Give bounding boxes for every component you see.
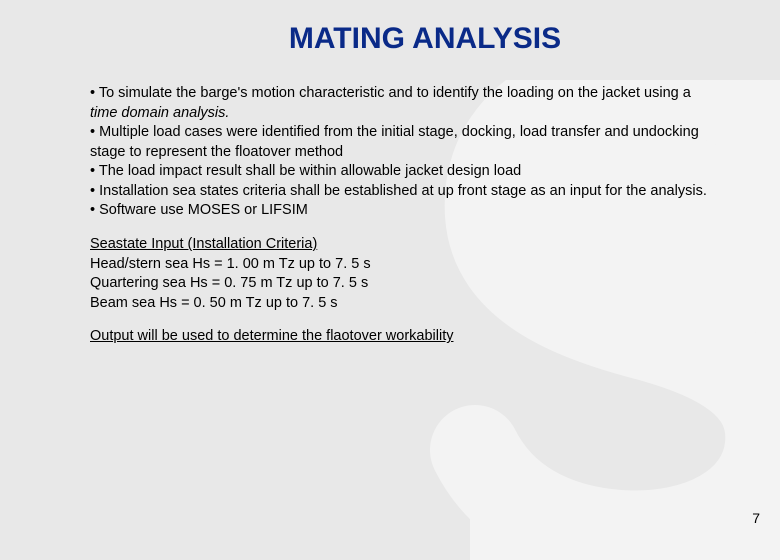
seastate-line: Quartering sea Hs = 0. 75 m Tz up to 7. … bbox=[90, 274, 720, 294]
page-number: 7 bbox=[752, 510, 760, 526]
output-line: Output will be used to determine the fla… bbox=[90, 327, 720, 347]
seastate-heading: Seastate Input (Installation Criteria) bbox=[90, 235, 720, 255]
bullet-item: • The load impact result shall be within… bbox=[90, 162, 720, 182]
page-title: MATING ANALYSIS bbox=[130, 22, 720, 56]
bullet-item: • To simulate the barge's motion charact… bbox=[90, 84, 720, 123]
bullet-list: • To simulate the barge's motion charact… bbox=[90, 84, 720, 221]
seastate-line: Head/stern sea Hs = 1. 00 m Tz up to 7. … bbox=[90, 255, 720, 275]
seastate-block: Seastate Input (Installation Criteria) H… bbox=[90, 235, 720, 313]
bullet-item: • Installation sea states criteria shall… bbox=[90, 182, 720, 202]
bullet-item: • Multiple load cases were identified fr… bbox=[90, 123, 720, 162]
seastate-line: Beam sea Hs = 0. 50 m Tz up to 7. 5 s bbox=[90, 294, 720, 314]
bullet-item: • Software use MOSES or LIFSIM bbox=[90, 201, 720, 221]
